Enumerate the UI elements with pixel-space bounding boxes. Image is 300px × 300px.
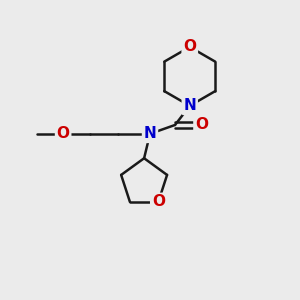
Text: N: N <box>144 126 156 141</box>
Text: O: O <box>183 39 196 54</box>
Text: O: O <box>57 126 70 141</box>
Text: O: O <box>152 194 165 209</box>
Text: N: N <box>183 98 196 113</box>
Text: O: O <box>195 118 208 133</box>
